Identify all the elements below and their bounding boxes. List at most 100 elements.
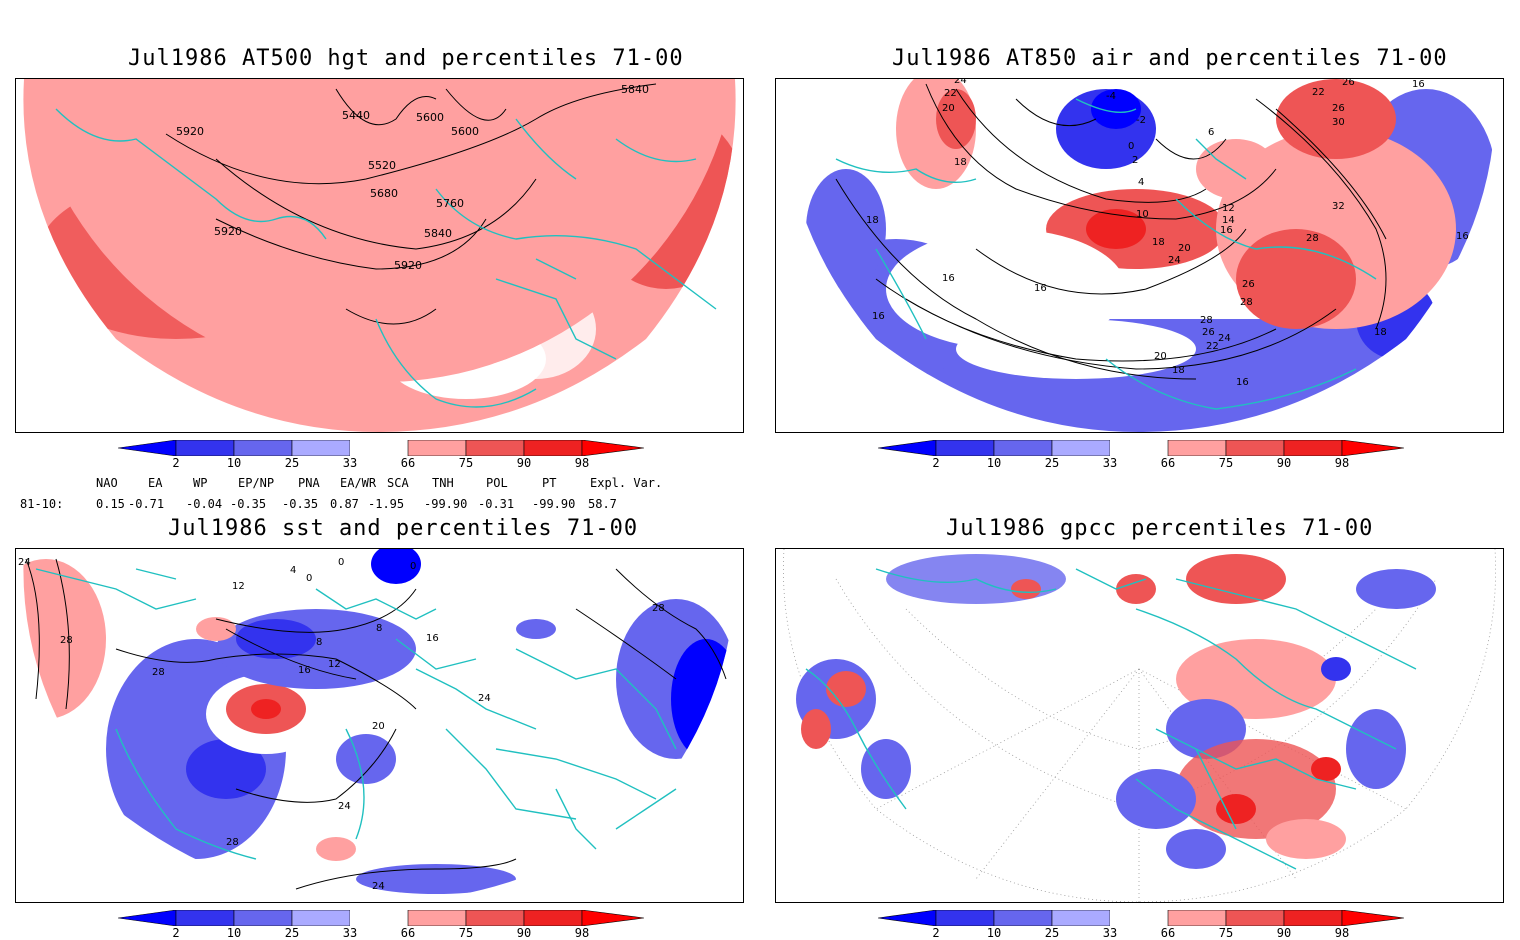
colorbar-label: 75 <box>1218 456 1234 470</box>
colorbar-segment <box>993 440 1053 456</box>
colorbar-hgt500 <box>118 440 644 456</box>
index-header: EA/WR <box>340 476 377 490</box>
contour-label: 26 <box>1342 79 1355 88</box>
contour-label: 24 <box>1168 255 1181 266</box>
map-panel-air850: 24 22 20 18 -4 -2 6 0 2 4 26 22 26 30 16… <box>775 78 1504 433</box>
colorbar-label: 10 <box>226 456 242 470</box>
colorbar-label: 75 <box>458 456 474 470</box>
contour-label: 16 <box>942 273 955 284</box>
contour-label: 5840 <box>424 227 452 240</box>
colorbar-segment <box>1341 910 1404 926</box>
index-value: 58.7 <box>588 497 617 511</box>
indices-row-label: 81-10: <box>20 497 64 511</box>
contour-label: 22 <box>1312 87 1325 98</box>
colorbar-segment <box>1167 910 1227 926</box>
index-value: -1.95 <box>368 497 405 511</box>
colorbar-label: 2 <box>172 456 180 470</box>
contour-label: 24 <box>478 693 491 704</box>
contour-label: 8 <box>316 637 322 648</box>
panel-title-gpcc: Jul1986 gpcc percentiles 71-00 <box>946 516 1374 541</box>
colorbar-label: 2 <box>932 456 940 470</box>
colorbar-segment <box>291 440 351 456</box>
contour-label: 18 <box>1152 237 1165 248</box>
contour-label: 24 <box>338 801 351 812</box>
contour-label: 6 <box>1208 127 1214 138</box>
colorbar-label: 33 <box>342 456 358 470</box>
colorbar-segment <box>1225 910 1285 926</box>
contour-label: 10 <box>1136 209 1149 220</box>
colorbar-label: 25 <box>1044 456 1060 470</box>
index-value: 0.87 <box>330 497 359 511</box>
colorbar-segment <box>1051 910 1111 926</box>
index-header: POL <box>486 476 508 490</box>
index-value: -0.31 <box>478 497 515 511</box>
contour-label: 22 <box>944 88 957 99</box>
colorbar-label: 33 <box>342 926 358 940</box>
colorbar-segment <box>1051 440 1111 456</box>
colorbar-label: 25 <box>1044 926 1060 940</box>
index-header: WP <box>193 476 208 490</box>
contour-label: 26 <box>1202 327 1215 338</box>
contour-label: 5600 <box>416 111 444 124</box>
colorbar-segment <box>175 440 235 456</box>
index-header: PT <box>542 476 557 490</box>
indices-value-row: 81-10: 0.15 -0.71 -0.04 -0.35 -0.35 0.87 -1.95… <box>0 497 760 511</box>
contour-label: 16 <box>1236 377 1249 388</box>
colorbar-segment <box>935 910 995 926</box>
colorbar-label: 10 <box>226 926 242 940</box>
map-panel-hgt500: 5840 5920 5440 5600 5600 5520 5680 5760 … <box>15 78 744 433</box>
colorbar-segment <box>993 910 1053 926</box>
contour-label: 28 <box>1240 297 1253 308</box>
colorbar-label: 98 <box>574 456 590 470</box>
panel-title-air850: Jul1986 AT850 air and percentiles 71-00 <box>892 46 1448 71</box>
contour-label: 20 <box>372 721 385 732</box>
colorbar-label: 25 <box>284 926 300 940</box>
colorbar-segment <box>878 440 937 456</box>
panel-title-sst: Jul1986 sst and percentiles 71-00 <box>168 516 639 541</box>
contour-label: 16 <box>1034 283 1047 294</box>
contour-label: 5920 <box>176 125 204 138</box>
index-header: PNA <box>298 476 320 490</box>
contour-label: 16 <box>872 311 885 322</box>
colorbar-segment <box>523 440 583 456</box>
colorbar-labels-air850: 2 10 25 33 66 75 90 98 <box>878 456 1404 470</box>
contour-label: 24 <box>1218 333 1231 344</box>
contour-labels: 24 22 20 18 -4 -2 6 0 2 4 26 22 26 30 16… <box>866 79 1469 388</box>
colorbar-segment <box>465 910 525 926</box>
contour-label: 5600 <box>451 125 479 138</box>
colorbar-segment <box>1341 440 1404 456</box>
contour-label: 5840 <box>621 83 649 96</box>
contour-label: 16 <box>298 665 311 676</box>
contour-label: 18 <box>1374 327 1387 338</box>
contour-label: -4 <box>1106 91 1116 102</box>
colorbar-label: 33 <box>1102 926 1118 940</box>
contour-label: 16 <box>426 633 439 644</box>
contour-label: 12 <box>232 581 245 592</box>
contour-labels: 5840 5920 5440 5600 5600 5520 5680 5760 … <box>176 83 649 272</box>
contour-label: 16 <box>1412 79 1425 90</box>
colorbar-segment <box>1283 440 1343 456</box>
contour-label: 24 <box>954 79 967 86</box>
index-value: -99.90 <box>424 497 468 511</box>
colorbar-label: 66 <box>400 926 416 940</box>
contour-label: -2 <box>1136 115 1146 126</box>
colorbar-segment <box>1110 440 1168 456</box>
index-value: -99.90 <box>532 497 576 511</box>
contour-label: 28 <box>60 635 73 646</box>
contour-label: 2 <box>1132 155 1138 166</box>
index-value: -0.71 <box>128 497 165 511</box>
colorbar-label: 98 <box>574 926 590 940</box>
map-hgt500: 5840 5920 5440 5600 5600 5520 5680 5760 … <box>23 79 736 432</box>
index-header: SCA <box>387 476 409 490</box>
contour-label: 28 <box>652 603 665 614</box>
colorbar-label: 10 <box>986 456 1002 470</box>
contour-label: 16 <box>1220 225 1233 236</box>
colorbar-labels-hgt500: 2 10 25 33 66 75 90 98 <box>118 456 644 470</box>
colorbar-segment <box>233 440 293 456</box>
colorbar-segment <box>407 910 467 926</box>
colorbar-segment <box>1110 910 1168 926</box>
hemisphere-disc <box>23 79 736 432</box>
contour-label: 16 <box>1456 231 1469 242</box>
contour-labels: 24 28 12 4 0 0 0 8 16 12 8 16 28 28 20 2… <box>18 557 665 892</box>
contour-label: 12 <box>328 659 341 670</box>
